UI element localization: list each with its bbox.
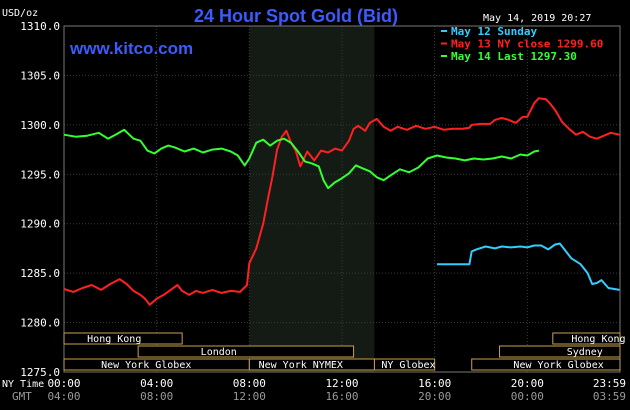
market-session-label: London — [201, 347, 237, 358]
x-tick-label-ny: 04:00 — [140, 377, 173, 390]
y-tick-label: 1310.0 — [20, 20, 60, 33]
legend-series-name: May 12 Sunday — [451, 25, 537, 38]
market-session-label: New York Globex — [513, 360, 603, 371]
y-tick-label: 1295.0 — [20, 168, 60, 181]
legend-entry: May 13 NY close 1299.60 — [451, 38, 603, 51]
site-url: www.kitco.com — [69, 39, 193, 58]
y-tick-label: 1300.0 — [20, 119, 60, 132]
y-tick-label: 1290.0 — [20, 218, 60, 231]
market-session-bar — [552, 332, 621, 345]
market-sessions: Hong Kong London New York Globex New York N… — [63, 332, 626, 371]
market-session-label: Sydney — [567, 347, 603, 358]
legend-series-value: 1297.30 — [524, 50, 577, 63]
x-tick-label-gmt: 20:00 — [418, 390, 451, 403]
series-line-1 — [63, 97, 620, 306]
x-tick-label-gmt: 08:00 — [140, 390, 173, 403]
y-tick-label: 1305.0 — [20, 69, 60, 82]
nymex-session-highlight — [249, 26, 375, 372]
chart-datetime: May 14, 2019 20:27 — [483, 13, 591, 24]
market-session-bar — [373, 358, 436, 371]
legend-entry: May 12 Sunday — [451, 25, 537, 38]
market-session-bar — [137, 345, 355, 358]
y-tick-label: 1280.0 — [20, 317, 60, 330]
y-tick-label: 1285.0 — [20, 267, 60, 280]
y-tick-label: 1275.0 — [20, 366, 60, 379]
grid-lines — [64, 25, 620, 373]
x-tick-label-gmt: 12:00 — [233, 390, 266, 403]
x-tick-label-gmt: 16:00 — [325, 390, 358, 403]
x-tick-label-gmt: 00:00 — [511, 390, 544, 403]
series-line-2 — [63, 128, 540, 190]
x-tick-label-gmt: 03:59 — [593, 390, 626, 403]
y-axis-ticks: 1310.0 1305.0 1300.0 1295.0 1290.0 1285.0 1280… — [20, 20, 60, 379]
market-session-label: Hong Kong — [87, 334, 141, 345]
market-session-bar — [471, 358, 621, 371]
x-tick-label-ny: 08:00 — [233, 377, 266, 390]
legend-series-value: 1299.60 — [550, 38, 603, 51]
market-session-bar — [499, 345, 621, 358]
x-tick-label-ny: 23:59 — [593, 377, 626, 390]
x-tick-label-ny: 16:00 — [418, 377, 451, 390]
legend-series-name: May 14 Last — [451, 50, 524, 63]
market-session-label: Hong Kong — [571, 334, 625, 345]
market-session-bar — [63, 332, 183, 345]
plot-border — [63, 25, 621, 373]
gmt-label: GMT — [12, 390, 32, 403]
series-lines — [63, 97, 620, 306]
ny-time-label: NY Time — [2, 379, 44, 390]
y-axis-unit: USD/oz — [2, 8, 38, 19]
x-tick-label-ny: 00:00 — [47, 377, 80, 390]
legend-series-name: May 13 NY close — [451, 38, 551, 51]
x-tick-label-gmt: 04:00 — [47, 390, 80, 403]
x-axis-ticks: 00:0004:0004:0008:0008:0012:0012:0016:00… — [47, 377, 626, 403]
series-line-0 — [437, 242, 620, 291]
market-session-label: NY Globex — [381, 360, 435, 371]
x-tick-label-ny: 12:00 — [325, 377, 358, 390]
market-session-label: New York NYMEX — [259, 360, 343, 371]
market-session-label: New York Globex — [101, 360, 191, 371]
legend-entry: May 14 Last 1297.30 — [451, 50, 577, 63]
chart-title: 24 Hour Spot Gold (Bid) — [194, 6, 398, 26]
x-tick-label-ny: 20:00 — [511, 377, 544, 390]
